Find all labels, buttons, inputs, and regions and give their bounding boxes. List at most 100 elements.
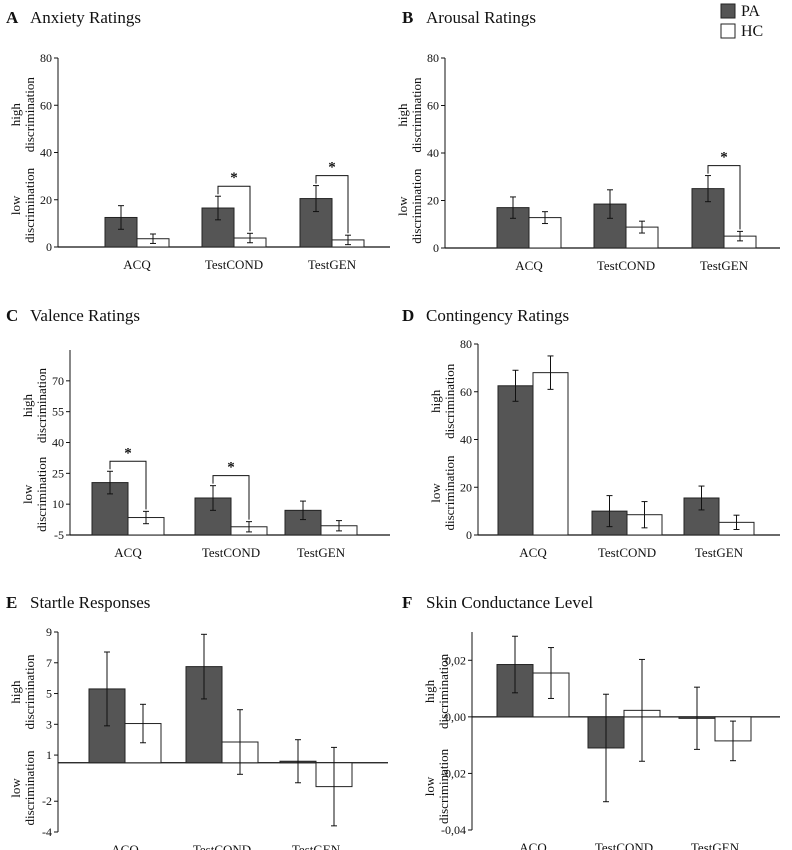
significance-star: * [230,170,238,186]
y-tick-label: 40 [427,146,439,160]
y-tick-label: 0 [466,528,472,542]
x-category-label: ACQ [519,840,547,850]
y-tick-label: 20 [40,193,52,207]
x-category-label: TestCOND [202,545,260,560]
significance-bracket [707,165,741,230]
panel-letter: F [402,593,412,612]
y-tick-label: 3 [46,717,52,731]
y-tick-label: 70 [52,374,64,388]
x-category-label: ACQ [123,257,151,272]
y-label-low-line2: discrimination [409,168,424,244]
y-tick-label: 60 [40,98,52,112]
y-label-high-line2: discrimination [22,77,37,153]
y-tick-label: -5 [54,528,64,542]
panel-letter: E [6,593,17,612]
y-tick-label: 80 [427,51,439,65]
y-label-low-line1: low [422,776,437,796]
panel-letter: B [402,8,413,27]
y-tick-label: 80 [40,51,52,65]
x-category-label: TestGEN [292,842,341,850]
bar-pa-acq [496,207,530,249]
panel-title: Startle Responses [30,593,150,612]
y-label-low-line1: low [395,196,410,216]
x-category-label: ACQ [515,258,543,273]
y-tick-label: 5 [46,687,52,701]
significance-star: * [227,460,235,476]
panel-title: Valence Ratings [30,306,140,325]
y-tick-label: 40 [52,436,64,450]
y-tick-label: 25 [52,466,64,480]
significance-star: * [124,445,132,461]
y-label-high-line1: high [422,679,437,703]
y-tick-label: -0,02 [441,766,466,780]
y-label-low-line1: low [428,483,443,503]
y-label-high-line2: discrimination [442,363,457,439]
bar-hc-acq [532,372,569,536]
y-tick-label: 0 [433,241,439,255]
panel-title: Anxiety Ratings [30,8,141,27]
x-category-label: TestGEN [297,545,346,560]
y-tick-label: 10 [52,497,64,511]
panel-f: F Skin Conductance Level -0,04 -0,02 0,00 0,0… [402,593,780,850]
y-label-low-line1: low [8,195,23,215]
y-tick-label: 7 [46,656,52,670]
x-category-label: ACQ [519,545,547,560]
y-label-low-line2: discrimination [34,456,49,532]
x-category-label: TestGEN [695,545,744,560]
y-label-high-line2: discrimination [436,653,451,729]
panel-letter: C [6,306,18,325]
y-tick-label: 60 [460,385,472,399]
x-category-label: TestGEN [691,840,740,850]
y-tick-label: 40 [40,146,52,160]
y-tick-label: 0,02 [445,653,466,667]
x-category-label: TestCOND [597,258,655,273]
x-category-label: TestCOND [205,257,263,272]
y-label-high-line1: high [20,393,35,417]
y-tick-label: 20 [427,194,439,208]
x-category-label: TestCOND [193,842,251,850]
bar-pa-acq [497,385,534,536]
x-category-label: TestGEN [700,258,749,273]
x-category-label: ACQ [111,842,139,850]
y-label-high-line1: high [395,103,410,127]
significance-bracket [109,460,147,510]
y-tick-label: -4 [42,825,52,839]
y-tick-label: -2 [42,794,52,808]
x-category-label: TestCOND [598,545,656,560]
y-label-high-line2: discrimination [409,77,424,153]
legend-label-pa: PA [741,3,760,20]
y-tick-label: 0,00 [445,710,466,724]
y-label-low-line1: low [8,778,23,798]
y-tick-label: 0 [46,240,52,254]
y-label-high-line2: discrimination [34,367,49,443]
significance-bracket [315,175,349,234]
y-label-low-line2: discrimination [22,167,37,243]
significance-bracket [217,185,251,232]
y-tick-label: 60 [427,99,439,113]
y-tick-label: -0,04 [441,823,466,837]
y-label-high-line1: high [8,103,23,127]
significance-star: * [328,160,336,176]
x-category-label: TestGEN [308,257,357,272]
y-tick-label: 55 [52,405,64,419]
x-category-label: TestCOND [595,840,653,850]
y-tick-label: 1 [46,748,52,762]
y-label-high-line2: discrimination [22,654,37,730]
y-label-low-line2: discrimination [22,750,37,826]
legend-swatch-hc [720,23,736,39]
y-tick-label: 80 [460,337,472,351]
significance-bracket [212,475,250,520]
legend: PA HC [720,3,763,40]
legend-swatch-pa [720,3,736,19]
y-tick-label: 9 [46,625,52,639]
legend-label-hc: HC [741,23,763,40]
y-label-low-line2: discrimination [442,455,457,531]
y-label-low-line1: low [20,484,35,504]
y-tick-label: 40 [460,433,472,447]
x-category-label: ACQ [114,545,142,560]
